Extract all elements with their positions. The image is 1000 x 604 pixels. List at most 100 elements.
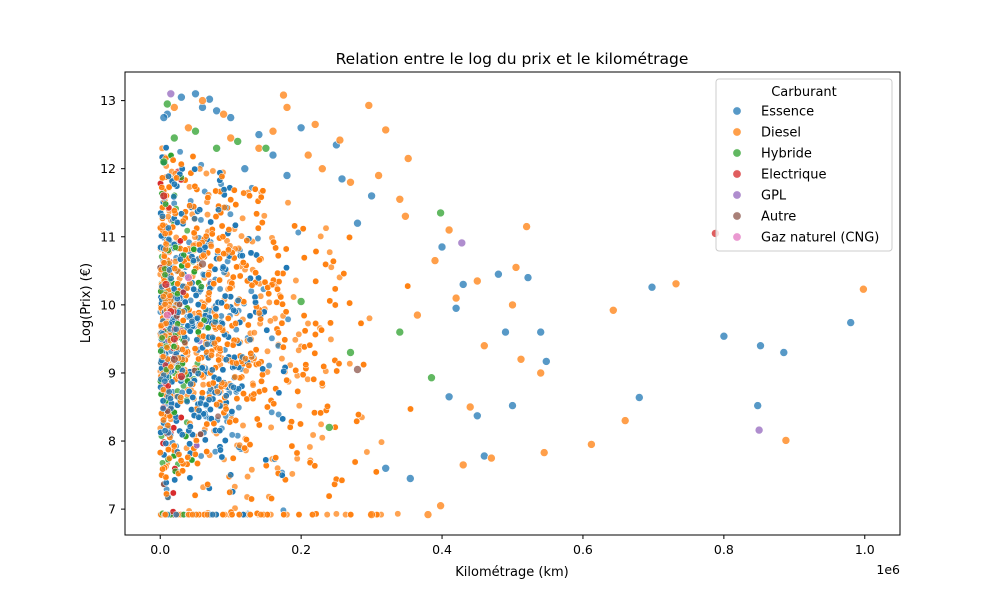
dense-point bbox=[186, 202, 194, 210]
data-point bbox=[226, 133, 235, 143]
data-point bbox=[381, 125, 391, 135]
dense-point bbox=[194, 328, 202, 336]
dense-point bbox=[238, 232, 245, 240]
dense-point bbox=[222, 356, 230, 364]
dense-point bbox=[251, 185, 259, 193]
data-point bbox=[508, 300, 517, 310]
dense-point bbox=[194, 301, 202, 309]
dense-point bbox=[179, 288, 187, 296]
dense-point bbox=[221, 437, 229, 444]
dense-point bbox=[163, 344, 171, 352]
dense-point bbox=[159, 465, 167, 473]
dense-point bbox=[161, 271, 169, 279]
dense-point bbox=[215, 206, 222, 214]
data-point bbox=[479, 341, 489, 351]
data-point bbox=[170, 354, 179, 364]
dense-point bbox=[169, 489, 177, 497]
data-point bbox=[472, 276, 482, 286]
dense-point bbox=[221, 292, 229, 300]
data-point bbox=[472, 411, 482, 421]
dense-point bbox=[236, 272, 244, 280]
dense-point bbox=[210, 280, 218, 288]
dense-point bbox=[166, 292, 174, 300]
dense-point bbox=[247, 349, 255, 357]
dense-point bbox=[189, 153, 197, 160]
dense-point bbox=[247, 249, 255, 257]
dense-point bbox=[227, 196, 235, 204]
dense-point bbox=[248, 466, 256, 474]
dense-point bbox=[197, 283, 205, 291]
dense-point bbox=[195, 413, 203, 421]
dense-point bbox=[346, 299, 354, 307]
dense-point bbox=[162, 240, 170, 248]
data-point bbox=[367, 191, 376, 201]
dense-point bbox=[226, 418, 234, 426]
dense-point bbox=[360, 361, 368, 369]
dense-point bbox=[201, 243, 209, 251]
legend-box bbox=[715, 78, 893, 252]
dense-point bbox=[200, 316, 208, 324]
data-point bbox=[403, 154, 413, 163]
data-point bbox=[346, 348, 355, 357]
dense-point bbox=[181, 298, 189, 306]
dense-point bbox=[161, 301, 169, 308]
data-point bbox=[254, 130, 264, 139]
dense-point bbox=[218, 453, 226, 461]
data-point bbox=[367, 510, 376, 519]
dense-point bbox=[202, 401, 210, 409]
dense-point bbox=[225, 226, 233, 234]
data-point bbox=[846, 318, 856, 327]
data-point bbox=[754, 425, 764, 435]
data-point bbox=[539, 448, 549, 457]
data-point bbox=[395, 327, 405, 337]
dense-point bbox=[320, 363, 328, 370]
dense-point bbox=[259, 365, 267, 373]
dense-point bbox=[204, 324, 212, 332]
data-point bbox=[536, 327, 546, 337]
legend-marker bbox=[732, 190, 742, 200]
dense-point bbox=[204, 194, 212, 202]
dense-point bbox=[233, 263, 241, 271]
dense-point bbox=[293, 455, 301, 463]
dense-point bbox=[363, 448, 371, 456]
dense-point bbox=[292, 277, 300, 284]
dense-point bbox=[197, 216, 205, 224]
data-point bbox=[405, 474, 415, 483]
dense-point bbox=[202, 170, 210, 177]
dense-point bbox=[260, 212, 268, 220]
dense-point bbox=[218, 222, 226, 230]
dense-point bbox=[216, 276, 223, 284]
dense-point bbox=[173, 218, 181, 226]
x-tick-label: 0.2 bbox=[291, 542, 311, 557]
dense-point bbox=[159, 293, 167, 300]
legend-marker bbox=[732, 211, 742, 221]
dense-point bbox=[184, 453, 192, 461]
legend-label: Autre bbox=[761, 210, 796, 225]
dense-point bbox=[268, 408, 276, 416]
dense-point bbox=[162, 144, 170, 152]
dense-point bbox=[378, 438, 385, 446]
dense-point bbox=[252, 346, 260, 354]
dense-point bbox=[206, 406, 214, 413]
dense-point bbox=[156, 449, 164, 457]
y-tick-label: 13 bbox=[100, 93, 116, 108]
dense-point bbox=[233, 395, 241, 403]
dense-point bbox=[222, 392, 230, 400]
dense-point bbox=[172, 325, 180, 333]
dense-point bbox=[270, 400, 278, 408]
dense-point bbox=[268, 495, 275, 502]
legend-label: Hybride bbox=[761, 147, 812, 162]
dense-point bbox=[317, 232, 325, 240]
dense-point bbox=[262, 456, 270, 464]
dense-point bbox=[198, 364, 206, 372]
dense-point bbox=[299, 225, 307, 233]
dense-point bbox=[257, 315, 265, 323]
x-axis: 0.0 0.2 0.4 0.6 0.8 1.0 bbox=[150, 535, 875, 557]
dense-point bbox=[190, 285, 198, 293]
dense-point bbox=[262, 462, 270, 470]
dense-point bbox=[164, 224, 172, 232]
dense-point bbox=[226, 284, 234, 292]
dense-point bbox=[179, 346, 186, 353]
dense-point bbox=[191, 165, 199, 173]
dense-point bbox=[282, 245, 290, 253]
